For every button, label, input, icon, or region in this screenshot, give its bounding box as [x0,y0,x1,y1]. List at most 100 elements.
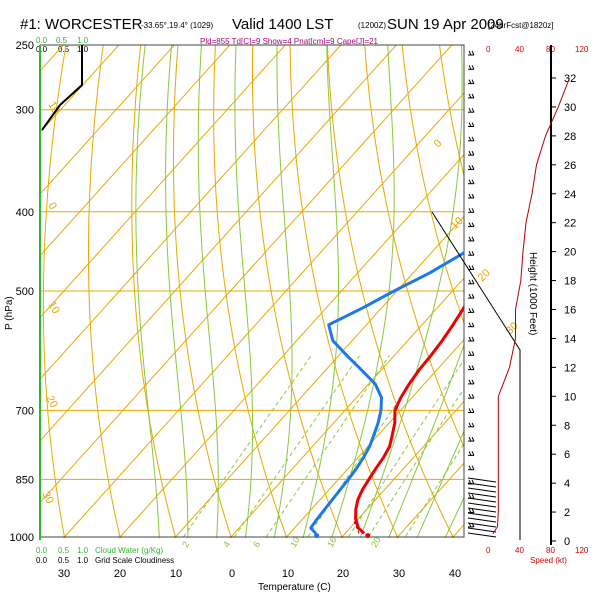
isotherm-line [40,45,397,442]
wind-barb-staff [467,507,497,513]
wind-barb-flag [468,393,472,399]
wind-barb-flag [471,279,475,285]
pressure-tick-label: 300 [16,105,34,117]
wind-barb-flag [471,393,475,399]
moist-adiabat-line [234,45,254,538]
height-tick-label: 26 [564,160,576,172]
height-tick-label: 16 [564,305,576,317]
height-tick-label: 4 [564,478,570,490]
wind-barb-flag [471,408,475,413]
isotherm-line [118,154,464,538]
height-tick-label: 0 [564,536,570,548]
isotherm-line [62,92,464,538]
isotherm-line [40,45,231,257]
wind-barb-flag [468,122,472,127]
isotherm-line [284,339,464,538]
dry-adiabat-line [131,45,177,538]
wind-barb-flag [471,465,475,470]
background-line-label: 20 [476,267,493,284]
wind-barb-flag [468,308,472,313]
speed-bottom-tick: 0 [486,546,491,555]
dry-adiabat-line [401,45,464,325]
mixing-ratio-line [233,355,360,538]
cloud-scale-bottom: 0.0 0.5 1.0 Cloud Water (g/Kg) 0.0 0.5 1… [36,546,174,565]
speed-top-tick: 40 [515,45,524,54]
wind-barb-flag [468,65,472,70]
wind-barb-flag [471,365,475,370]
wind-barb-flag [468,508,472,513]
wind-barb-flag [468,179,472,184]
background-line-label: 2 [180,540,191,549]
wind-panel-divider [431,211,521,540]
wind-barb-flag [468,451,472,456]
background-line-label: 6 [251,540,262,549]
wind-barb-flag [471,422,475,428]
background-line-label: 10 [288,535,302,549]
wind-speed-line [492,77,570,535]
wind-barb-flag [468,279,472,285]
wind-barb-flag [471,436,475,442]
height-tick-label: 6 [564,449,570,461]
parcel-line [353,520,360,534]
moist-adiabat-line [135,45,160,538]
mixing-ratio-line [347,359,464,538]
isotherm-line [395,462,464,538]
wind-barb-flag [468,79,472,84]
moist-adiabat-line [416,429,464,538]
speed-bottom-tick: 120 [575,546,589,555]
pressure-tick-label: 250 [16,40,34,52]
wind-barb-flag [471,222,475,227]
wind-barb-flag [471,65,475,70]
valid-utc: (1200Z) [358,21,386,30]
cloud-water-tick: 0.5 [58,546,70,555]
wind-barb-staff [467,502,497,508]
isotherm-line [493,31,600,555]
wind-barb-staff [467,497,497,503]
height-tick-label: 30 [564,102,576,114]
dry-adiabat-line [585,31,600,555]
height-tick-label: 32 [564,73,576,85]
wind-barb-flag [468,422,472,428]
dry-adiabat-line [252,45,343,538]
wind-barb-staff [467,512,497,518]
temperature-tick-label: 10 [170,568,182,580]
cloud-water-tick: 0.0 [36,546,48,555]
grid-cloudiness-tick: 0.0 [36,556,48,565]
wind-barb-flag [471,122,475,127]
cloud-tick: 0.5 [56,36,68,45]
wind-barb-staff [467,482,497,488]
x-axis-label: Temperature (C) [258,582,331,593]
mixing-ratio-line [264,355,390,538]
background-line-label: 0 [45,201,58,212]
surface-dewpoint-point [314,533,320,538]
valid-time: Valid 1400 LST [232,16,333,33]
wind-barb-staff [467,517,497,523]
wind-barb-flag [468,208,472,213]
speed-top-tick: 120 [575,45,589,54]
temperature-line [354,304,464,535]
wind-barb-flag [471,322,475,327]
isotherm-line [40,45,64,72]
speed-axis-label: Speed (kt) [530,556,567,565]
wind-barb-staff [467,492,497,498]
wind-barb-flag [471,208,475,213]
mixing-ratio-line [182,355,312,538]
cloudiness-tick: 0.5 [58,45,70,54]
wind-barb-flag [471,451,475,456]
pressure-tick-label: 850 [16,474,34,486]
height-tick-label: 10 [564,391,576,403]
station-title: #1: WORCESTER [20,16,143,33]
height-tick-label: 8 [564,420,570,432]
surface-temperature-point [365,533,371,538]
wind-barb-staff [467,487,497,493]
wind-barb-flag [471,236,475,242]
station-coords: -33.65°,19.4° (1029) [141,21,214,30]
wind-barb-flag [468,236,472,242]
height-tick-label: 22 [564,218,576,230]
dry-adiabat-line [213,45,288,538]
wind-barb-staff [467,522,497,528]
dry-adiabat-line [88,45,121,538]
moist-adiabat-line [197,45,219,538]
pressure-tick-label: 500 [16,286,34,298]
